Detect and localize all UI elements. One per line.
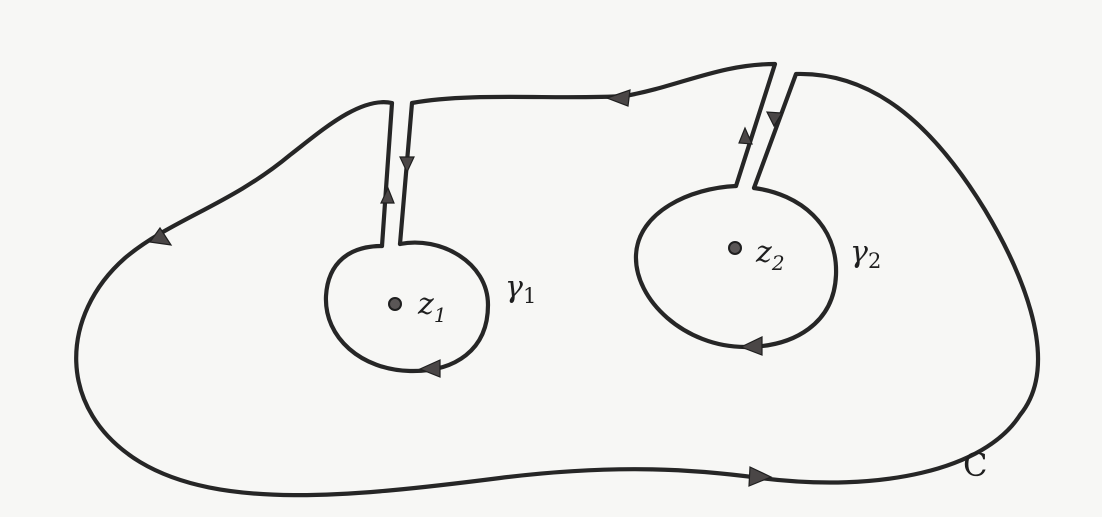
arrow-outer-bottom bbox=[748, 466, 773, 487]
point-z1-label: z1 bbox=[417, 287, 447, 327]
arrow-cut1-down bbox=[399, 156, 415, 174]
contour-gamma-2-sub: 2 bbox=[868, 249, 881, 273]
outer-contour-c bbox=[74, 61, 1040, 498]
arrow-cut2-up bbox=[738, 126, 753, 145]
point-z2-main: z bbox=[755, 235, 772, 270]
arrow-cut1-up bbox=[380, 186, 395, 204]
contour-gamma-1-sub: 1 bbox=[523, 284, 536, 308]
arrow-top-left bbox=[605, 89, 631, 107]
arrow-gamma1-bottom bbox=[418, 359, 441, 378]
point-z1-marker bbox=[388, 297, 402, 311]
point-z2-sub: 2 bbox=[771, 251, 785, 275]
contour-gamma-2-label: γ2 bbox=[850, 235, 881, 273]
contour-gamma-1-label: γ1 bbox=[505, 270, 536, 308]
outer-contour-label: C bbox=[963, 446, 987, 484]
contour-gamma-2-main: γ bbox=[850, 235, 868, 270]
arrow-outer-left bbox=[148, 226, 173, 246]
point-z1-main: z bbox=[417, 287, 434, 322]
contour-gamma-2 bbox=[633, 183, 839, 350]
contour-gamma-1 bbox=[323, 240, 491, 374]
point-z2-label: z2 bbox=[755, 235, 785, 275]
point-z1-sub: 1 bbox=[434, 303, 447, 327]
arrow-gamma2-bottom bbox=[739, 336, 763, 356]
arrow-cut2-down bbox=[765, 111, 784, 128]
contour-gamma-1-main: γ bbox=[505, 270, 523, 305]
point-z2-marker bbox=[728, 241, 742, 255]
